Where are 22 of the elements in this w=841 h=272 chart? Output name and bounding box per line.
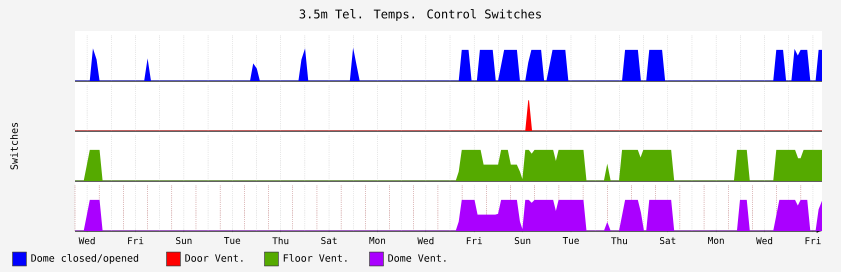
x-tick-label: Wed	[756, 237, 772, 244]
legend-label: Door Vent.	[185, 254, 242, 262]
x-tick-label: Tue	[562, 237, 579, 244]
x-tick-label: Thu	[611, 237, 627, 244]
x-tick-label: Sat	[321, 237, 337, 244]
x-tick-label: Sun	[176, 237, 192, 244]
x-tick-label: Tue	[224, 237, 240, 244]
legend-label: Dome Vent.	[388, 254, 446, 262]
x-tick-label: Mon	[369, 237, 386, 244]
x-tick-label: Wed	[78, 237, 95, 244]
x-tick-label: Fri	[806, 237, 821, 244]
x-tick-label: Mon	[708, 237, 724, 244]
chart-title: 3.5m Tel. Temps. Control Switches	[300, 9, 541, 21]
legend-label: Floor Vent.	[284, 254, 346, 262]
x-tick-label: Thu	[272, 237, 288, 244]
legend-label: Dome closed/opened	[31, 254, 138, 264]
x-tick-label: Wed	[417, 237, 434, 244]
x-tick-label: Fri	[128, 237, 144, 244]
y-axis-title: Switches	[10, 122, 18, 170]
x-tick-label: Sun	[514, 237, 530, 244]
x-tick-label: Fri	[466, 237, 482, 244]
x-tick-label: Sat	[660, 237, 676, 244]
